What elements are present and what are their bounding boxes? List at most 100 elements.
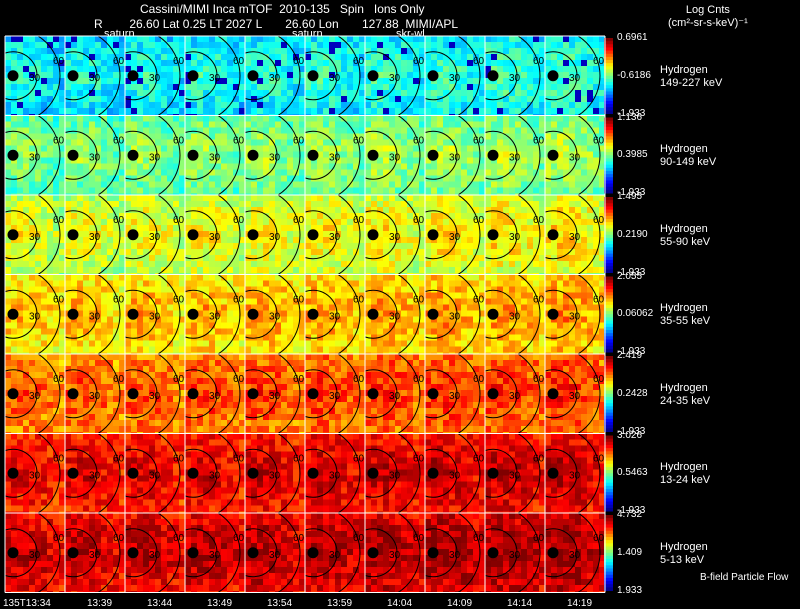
ring-label-30: 30 (509, 470, 521, 481)
energy-image: 30 60 (5, 115, 65, 195)
saturn-disk (487, 467, 499, 479)
ring-label-60: 60 (353, 374, 365, 385)
energy-image: 30 60 (425, 195, 485, 275)
ring-30 (185, 448, 218, 498)
ring-label-60: 60 (413, 215, 425, 226)
ring-label-30: 30 (509, 73, 521, 84)
ring-label-30: 30 (449, 232, 461, 243)
saturn-disk (247, 308, 259, 320)
ring-60 (277, 36, 301, 116)
ring-label-30: 30 (509, 550, 521, 561)
ring-label-30: 30 (269, 391, 281, 402)
ring-60 (457, 513, 481, 593)
ring-30 (245, 448, 278, 498)
ring-30 (425, 51, 458, 101)
saturn-disk (487, 149, 499, 161)
ring-label-30: 30 (89, 550, 101, 561)
ring-60 (37, 274, 61, 354)
energy-image: 30 60 (5, 354, 65, 434)
ring-label-30: 30 (269, 470, 281, 481)
ring-label-60: 60 (533, 215, 545, 226)
ring-label-60: 60 (233, 453, 245, 464)
ring-label-60: 60 (233, 533, 245, 544)
saturn-disk (7, 229, 19, 241)
ring-label-30: 30 (149, 232, 161, 243)
ring-label-60: 60 (593, 374, 605, 385)
ring-label-60: 60 (353, 533, 365, 544)
energy-image: 30 60 (305, 274, 365, 354)
energy-image: 30 60 (425, 274, 485, 354)
ring-30 (425, 130, 458, 180)
ring-label-60: 60 (53, 453, 65, 464)
energy-image: 30 60 (185, 433, 245, 513)
ring-60 (157, 274, 181, 354)
ring-30 (365, 369, 398, 419)
ring-label-60: 60 (233, 374, 245, 385)
ring-label-30: 30 (149, 550, 161, 561)
ring-label-60: 60 (173, 453, 185, 464)
orbit-info: R 26.60 Lat 0.25 LT 2027 L 26.60 Lon 127… (94, 17, 459, 31)
ring-30 (185, 130, 218, 180)
ring-label-30: 30 (389, 470, 401, 481)
time-label: 135T13:34 (3, 598, 51, 609)
plot-title: Cassini/MIMI Inca mTOF 2010-135 Spin Ion… (140, 2, 425, 16)
ring-30 (125, 289, 158, 339)
ring-30 (545, 210, 578, 260)
saturn-disk (487, 547, 499, 559)
ring-label-60: 60 (593, 533, 605, 544)
ring-60 (397, 433, 421, 513)
ring-label-30: 30 (449, 311, 461, 322)
saturn-disk (67, 70, 79, 82)
ring-label-30: 30 (89, 391, 101, 402)
saturn-disk (247, 149, 259, 161)
colorbar-max: 4.732 (617, 509, 643, 520)
ring-30 (365, 210, 398, 260)
ring-60 (277, 433, 301, 513)
colorbar-mid: 0.06062 (617, 308, 654, 320)
ring-30 (305, 130, 338, 180)
ring-60 (37, 433, 61, 513)
energy-image: 30 60 (545, 354, 605, 434)
energy-image: 30 60 (425, 433, 485, 513)
ring-60 (277, 274, 301, 354)
energy-image: 30 60 (65, 354, 125, 434)
ring-label-30: 30 (209, 152, 221, 163)
energy-image: 30 60 (65, 513, 125, 593)
ring-label-60: 60 (233, 135, 245, 146)
ring-60 (577, 513, 601, 593)
ring-30 (185, 51, 218, 101)
saturn-disk (367, 70, 379, 82)
saturn-disk (127, 70, 139, 82)
time-label: 14:14 (507, 598, 533, 609)
ring-60 (277, 195, 301, 275)
energy-image: 30 60 (245, 36, 305, 116)
ring-30 (125, 448, 158, 498)
energy-image: 30 60 (5, 36, 65, 116)
ring-60 (517, 433, 541, 513)
colorbar-max: 2.055 (617, 270, 643, 282)
saturn-disk (427, 467, 439, 479)
saturn-disk (127, 308, 139, 320)
colorbar-mid: -0.6186 (617, 69, 651, 81)
colorbar (604, 276, 613, 353)
footer-note: B-field Particle Flow (700, 572, 789, 583)
saturn-disk (487, 229, 499, 241)
saturn-disk (187, 467, 199, 479)
ring-label-60: 60 (533, 294, 545, 305)
ring-label-60: 60 (113, 215, 125, 226)
ring-60 (157, 354, 181, 434)
ring-60 (97, 115, 121, 195)
energy-image: 30 60 (125, 115, 185, 195)
ring-label-60: 60 (533, 453, 545, 464)
colorbar-max: 3.026 (617, 429, 643, 441)
energy-image: 30 60 (185, 354, 245, 434)
ring-label-30: 30 (149, 391, 161, 402)
energy-image: 30 60 (245, 195, 305, 275)
ring-60 (457, 195, 481, 275)
ring-30 (485, 51, 518, 101)
saturn-disk (67, 467, 79, 479)
ring-label-30: 30 (29, 470, 41, 481)
ring-60 (157, 513, 181, 593)
ring-30 (365, 51, 398, 101)
